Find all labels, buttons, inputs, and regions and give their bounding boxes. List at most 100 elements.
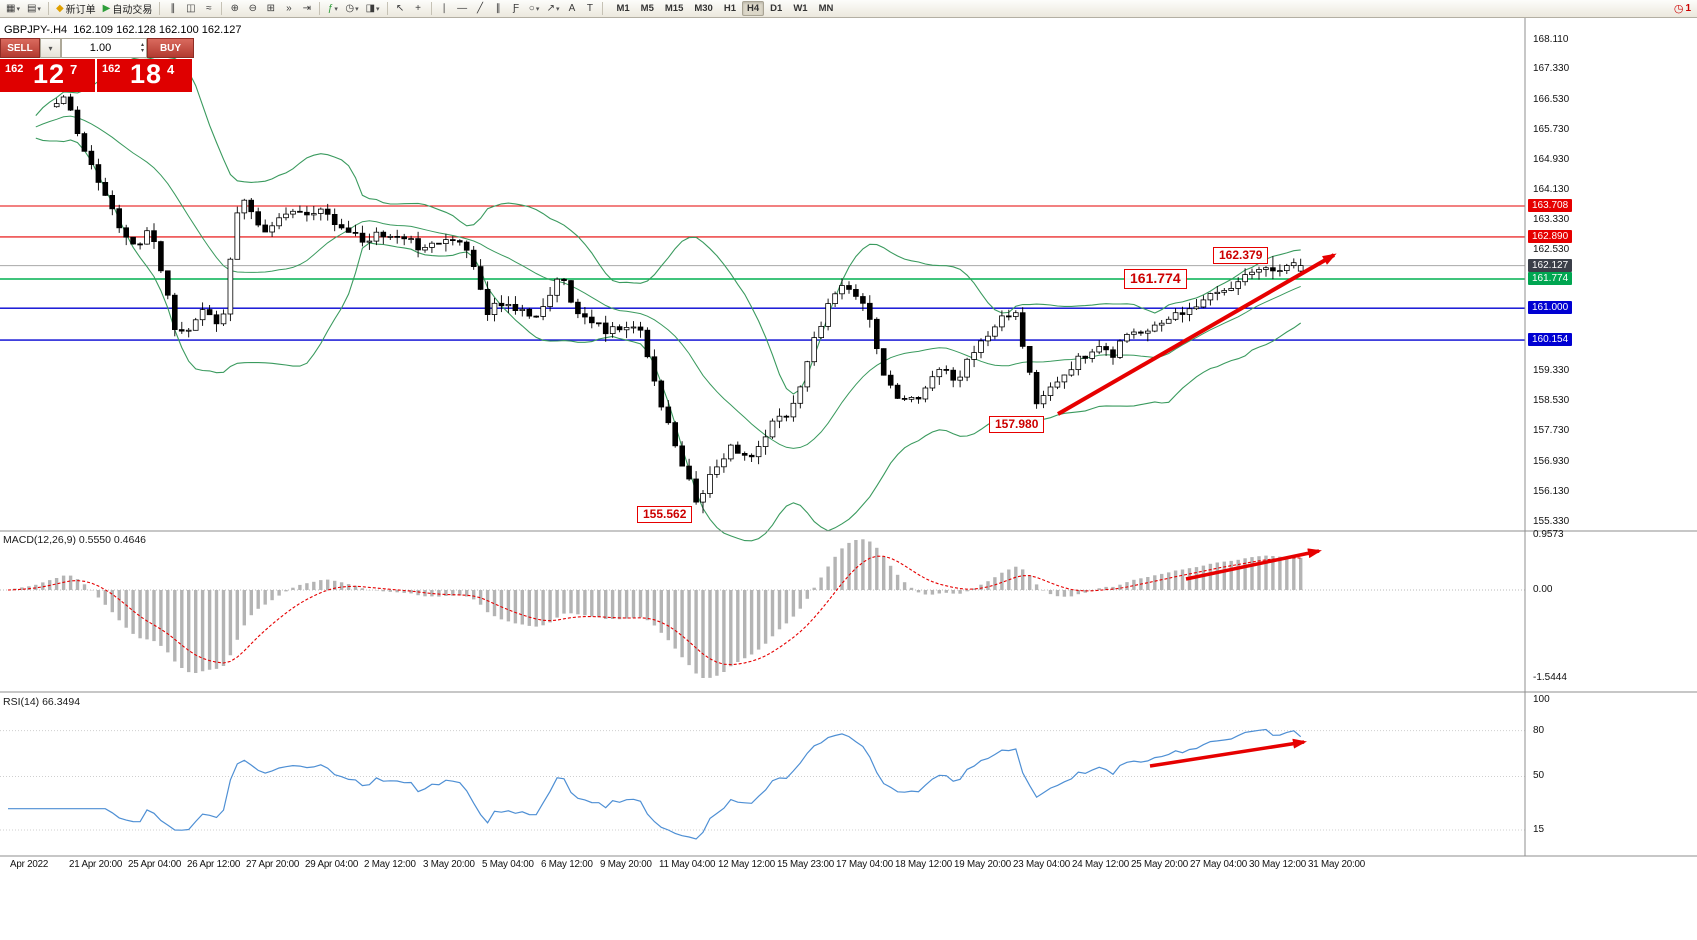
autotrading-icon: ▶ xyxy=(102,3,111,14)
time-label: 24 May 12:00 xyxy=(1072,859,1129,870)
timeframe-h4-button[interactable]: H4 xyxy=(742,1,765,16)
sell-price-pips: 12 xyxy=(33,59,66,89)
chart-canvas[interactable] xyxy=(0,18,1697,858)
timeframe-h1-button[interactable]: H1 xyxy=(723,3,736,14)
horizontal-lines[interactable] xyxy=(0,205,1525,341)
templates-button[interactable]: ◨ ▾ xyxy=(363,1,383,17)
periods-button[interactable]: ◷ ▾ xyxy=(342,1,361,17)
buy-button[interactable]: BUY xyxy=(147,38,194,58)
horizontal-line-button[interactable]: ― xyxy=(454,1,471,17)
time-label: 27 Apr 20:00 xyxy=(246,859,300,870)
time-label: 18 May 12:00 xyxy=(895,859,952,870)
price-tick: 164.930 xyxy=(1533,153,1570,165)
alert-count: 1 xyxy=(1685,3,1691,14)
volume-stepper[interactable]: ▴ ▾ xyxy=(139,42,146,54)
caret-down-icon: ▾ xyxy=(355,5,359,13)
time-label: 5 May 04:00 xyxy=(482,859,534,870)
sell-price-display[interactable]: 162 12 7 xyxy=(0,59,95,92)
horizontal-line-icon: ― xyxy=(457,3,468,14)
price-axis[interactable]: 168.110 167.330 166.530 165.730 164.930 164.1… xyxy=(1526,18,1696,874)
time-label: 27 May 04:00 xyxy=(1190,859,1247,870)
timeframe-m30-button[interactable]: M30 xyxy=(694,3,713,14)
indicators-button[interactable]: ƒ ▾ xyxy=(324,1,341,17)
sell-price-whole: 162 xyxy=(5,63,24,75)
time-label: 17 May 04:00 xyxy=(836,859,893,870)
fibonacci-icon: Ƒ xyxy=(513,3,520,14)
price-tick: 166.530 xyxy=(1533,93,1570,105)
time-label: Apr 2022 xyxy=(10,859,49,870)
price-tag: 160.154 xyxy=(1528,333,1573,347)
time-label: 29 Apr 04:00 xyxy=(305,859,359,870)
price-tag: 161.774 xyxy=(1528,271,1573,285)
text-label-icon: T xyxy=(586,3,594,14)
one-click-trading-panel: SELL ▾ ▴ ▾ BUY 162 12 7 162 18 4 xyxy=(0,38,194,92)
timeframe-w1-button[interactable]: W1 xyxy=(793,3,808,14)
time-label: 6 May 12:00 xyxy=(541,859,593,870)
rsi-axis-label: 80 xyxy=(1533,724,1545,736)
order-type-dropdown[interactable]: ▾ xyxy=(40,38,61,58)
crosshair-icon: + xyxy=(415,3,421,14)
auto-scroll-icon: » xyxy=(286,3,292,14)
crosshair-button[interactable]: + xyxy=(410,1,427,17)
trendline-button[interactable]: ╱ xyxy=(472,1,489,17)
sell-price-fraction: 7 xyxy=(70,62,78,77)
time-label: 15 May 23:00 xyxy=(777,859,834,870)
new-order-button[interactable]: ◆ 新订单 xyxy=(53,1,99,17)
time-label: 25 May 20:00 xyxy=(1131,859,1188,870)
panel-separators xyxy=(0,18,1697,857)
cursor-button[interactable]: ↖ xyxy=(392,1,409,17)
autotrading-button[interactable]: ▶ 自动交易 xyxy=(100,1,156,17)
up-arrow-icon: ▴ xyxy=(140,42,144,48)
new-chart-button[interactable]: ▦ ▾ xyxy=(3,1,23,17)
time-label: 30 May 12:00 xyxy=(1249,859,1306,870)
price-tag: 161.000 xyxy=(1528,301,1573,315)
macd-label: MACD(12,26,9) 0.5550 0.4646 xyxy=(3,534,147,546)
macd-axis-label: 0.9573 xyxy=(1533,529,1564,541)
price-tick: 163.330 xyxy=(1533,214,1570,226)
candlestick-chart-button[interactable]: ◫ xyxy=(182,1,199,17)
profiles-button[interactable]: ▤ ▾ xyxy=(24,1,44,17)
vertical-line-button[interactable]: ∣ xyxy=(436,1,453,17)
line-chart-button[interactable]: ≈ xyxy=(200,1,217,17)
text-button[interactable]: A xyxy=(563,1,580,17)
time-label: 31 May 20:00 xyxy=(1308,859,1365,870)
caret-down-icon: ▾ xyxy=(555,5,560,13)
indicators-icon: ƒ xyxy=(327,3,334,14)
buy-price-fraction: 4 xyxy=(167,62,175,77)
new-chart-icon: ▦ xyxy=(6,3,16,14)
fibonacci-button[interactable]: Ƒ xyxy=(508,1,525,17)
down-arrow-icon: ▾ xyxy=(140,48,144,54)
text-icon: A xyxy=(568,3,576,14)
tile-windows-button[interactable]: ⊞ xyxy=(262,1,279,17)
timeframe-d1-button[interactable]: D1 xyxy=(770,3,783,14)
timeframe-m15-button[interactable]: M15 xyxy=(664,3,684,14)
price-tag: 162.127 xyxy=(1528,258,1573,272)
time-label: 19 May 20:00 xyxy=(954,859,1011,870)
timeframe-mn-button[interactable]: MN xyxy=(818,3,834,14)
autotrading-label: 自动交易 xyxy=(112,5,153,16)
bar-chart-icon: ∥ xyxy=(170,3,176,14)
zoom-in-button[interactable]: ⊕ xyxy=(226,1,243,17)
tile-windows-icon: ⊞ xyxy=(266,3,276,14)
bar-chart-button[interactable]: ∥ xyxy=(164,1,181,17)
buy-price-display[interactable]: 162 18 4 xyxy=(97,59,192,92)
timeframe-m5-button[interactable]: M5 xyxy=(640,3,654,14)
volume-input[interactable] xyxy=(62,42,139,54)
text-label-button[interactable]: T xyxy=(581,1,598,17)
timeframe-m1-button[interactable]: M1 xyxy=(616,3,630,14)
shapes-button[interactable]: ○ ▾ xyxy=(526,1,543,17)
toolbar-buttons: ▦ ▾ ▤ ▾ ◆ 新订单 ▶ 自动交易 ∥ ◫ ≈ ⊕ ⊖ ⊞» ⇥ ƒ ▾ ◷ ▾ ◨ ▾ ↖ + ∣ ― ╱ ∥ Ƒ ○ ▾ ↗ ▾ A T xyxy=(3,1,606,17)
equidistant-channel-button[interactable]: ∥ xyxy=(490,1,507,17)
auto-scroll-button[interactable]: » xyxy=(280,1,297,17)
time-axis[interactable]: Apr 2022 21 Apr 20:00 25 Apr 04:00 26 Apr 1… xyxy=(0,857,1697,874)
alert-button[interactable]: ◷ 1 xyxy=(1671,1,1694,17)
price-tick: 168.110 xyxy=(1533,34,1569,45)
trend-arrows[interactable] xyxy=(1057,253,1337,768)
time-label: 26 Apr 12:00 xyxy=(187,859,241,870)
chart-shift-button[interactable]: ⇥ xyxy=(298,1,315,17)
zoom-out-button[interactable]: ⊖ xyxy=(244,1,261,17)
zoom-out-icon: ⊖ xyxy=(248,3,258,14)
sell-button[interactable]: SELL xyxy=(0,38,40,58)
arrows-tool-button[interactable]: ↗ ▾ xyxy=(544,1,563,17)
